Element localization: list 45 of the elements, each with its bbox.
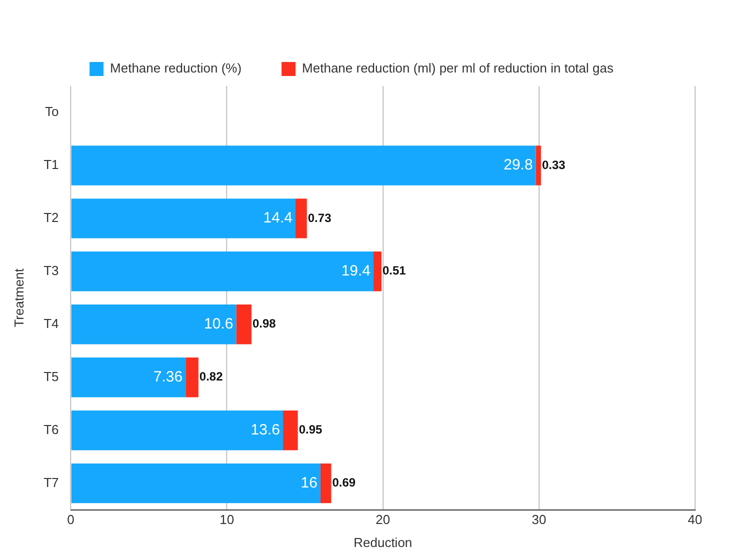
bar: [374, 252, 382, 292]
y-tick-label: T5: [44, 368, 59, 384]
data-label: 0.33: [542, 158, 566, 172]
bar: [320, 463, 332, 504]
data-label: 7.36: [153, 368, 183, 386]
y-tick-label: To: [45, 104, 59, 120]
y-tick-label: T1: [44, 157, 59, 172]
bar: [71, 410, 284, 450]
bar: [295, 198, 307, 238]
data-label: 10.6: [204, 316, 234, 333]
x-tick-label: 30: [532, 512, 546, 528]
bar: [71, 357, 186, 398]
x-tick-label: 40: [688, 512, 702, 528]
y-tick-label: T3: [44, 262, 59, 278]
data-label: 0.95: [298, 422, 323, 437]
bar: [71, 146, 536, 186]
x-tick-label: 0: [67, 512, 74, 528]
data-label: 0.98: [252, 316, 276, 331]
legend-label: Methane reduction (%): [110, 60, 242, 76]
bar: [71, 252, 374, 292]
y-tick-label: T2: [44, 210, 59, 226]
data-label: 0.73: [308, 210, 332, 225]
y-tick-label: T4: [44, 316, 59, 331]
y-axis-title: Treatment: [11, 268, 26, 328]
data-label: 19.4: [341, 262, 371, 280]
data-label: 14.4: [263, 210, 292, 227]
data-label: 16: [300, 474, 318, 492]
data-label: 13.6: [250, 421, 280, 438]
x-axis-title: Reduction: [354, 534, 412, 550]
bar: [71, 304, 236, 344]
y-tick-label: T6: [44, 422, 59, 437]
data-label: 0.69: [332, 476, 356, 490]
legend-label: Methane reduction (ml) per ml of reduction in total gas: [302, 60, 614, 76]
data-label: 0.82: [199, 370, 224, 384]
bar: [186, 357, 198, 398]
y-tick-label: T7: [44, 474, 59, 490]
x-tick-label: 20: [376, 512, 390, 528]
bar: [283, 410, 298, 450]
bar: [71, 198, 296, 238]
bar: [536, 146, 541, 186]
bar: [71, 463, 320, 504]
bar: [236, 304, 252, 344]
x-tick-label: 10: [220, 512, 234, 528]
data-label: 29.8: [504, 156, 533, 174]
data-label: 0.51: [382, 264, 406, 278]
